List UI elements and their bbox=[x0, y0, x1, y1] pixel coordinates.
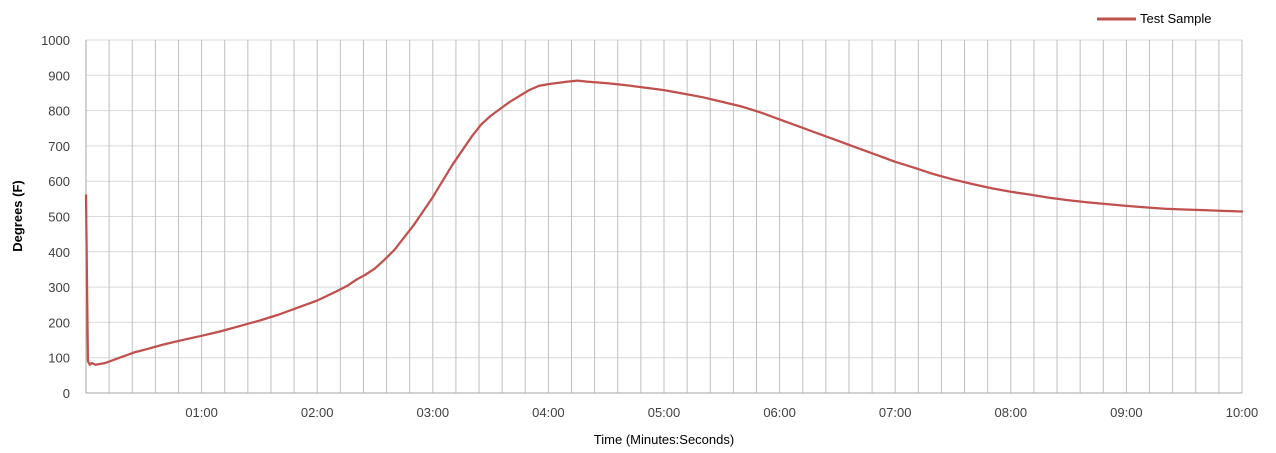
x-tick-label: 03:00 bbox=[417, 405, 450, 420]
x-tick-label: 10:00 bbox=[1226, 405, 1259, 420]
x-tick-label: 05:00 bbox=[648, 405, 681, 420]
y-tick-labels: 0 100 200 300 400 500 600 700 800 900 1000 bbox=[41, 33, 70, 401]
y-tick-label: 400 bbox=[48, 245, 70, 260]
y-tick-label: 100 bbox=[48, 351, 70, 366]
y-tick-label: 300 bbox=[48, 280, 70, 295]
x-tick-label: 02:00 bbox=[301, 405, 334, 420]
x-tick-label: 01:00 bbox=[185, 405, 218, 420]
x-tick-label: 08:00 bbox=[995, 405, 1028, 420]
y-tick-label: 600 bbox=[48, 174, 70, 189]
series-layer bbox=[84, 79, 1244, 366]
y-tick-label: 800 bbox=[48, 104, 70, 119]
y-tick-label: 0 bbox=[63, 386, 70, 401]
y-tick-label: 1000 bbox=[41, 33, 70, 48]
legend: Test Sample bbox=[1097, 11, 1212, 26]
x-tick-label: 04:00 bbox=[532, 405, 565, 420]
y-tick-label: 500 bbox=[48, 210, 70, 225]
y-axis-title: Degrees (F) bbox=[10, 180, 25, 252]
y-tick-label: 700 bbox=[48, 139, 70, 154]
x-tick-label: 09:00 bbox=[1110, 405, 1143, 420]
x-tick-label: 06:00 bbox=[763, 405, 796, 420]
legend-label-test-sample: Test Sample bbox=[1140, 11, 1212, 26]
series-line-test-sample bbox=[84, 79, 1244, 366]
y-tick-label: 200 bbox=[48, 315, 70, 330]
x-tick-label: 07:00 bbox=[879, 405, 912, 420]
x-tick-labels: 01:00 02:00 03:00 04:00 05:00 06:00 07:00 08:00… bbox=[185, 405, 1258, 420]
y-tick-label: 900 bbox=[48, 68, 70, 83]
grid bbox=[86, 39, 1243, 393]
x-axis-title: Time (Minutes:Seconds) bbox=[594, 432, 734, 447]
